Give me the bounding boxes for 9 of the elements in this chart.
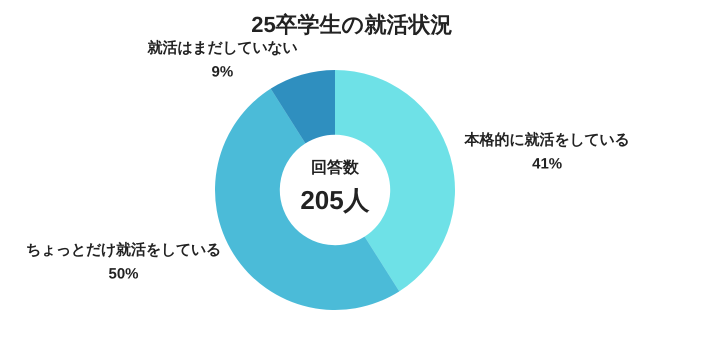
data-label: 9% (211, 64, 234, 80)
slice-label: ちょっとだけ就活をしている (26, 241, 222, 258)
chart-title: 25卒学生の就活状況 (251, 12, 453, 38)
data-label: 50% (108, 265, 139, 282)
text: 回答数 (311, 158, 360, 176)
slice-label: 本格的に就活をしている (464, 131, 630, 148)
slice-label: 就活はまだしていない (146, 40, 298, 56)
text: 205人 (300, 185, 371, 216)
data-label: 41% (532, 155, 562, 172)
